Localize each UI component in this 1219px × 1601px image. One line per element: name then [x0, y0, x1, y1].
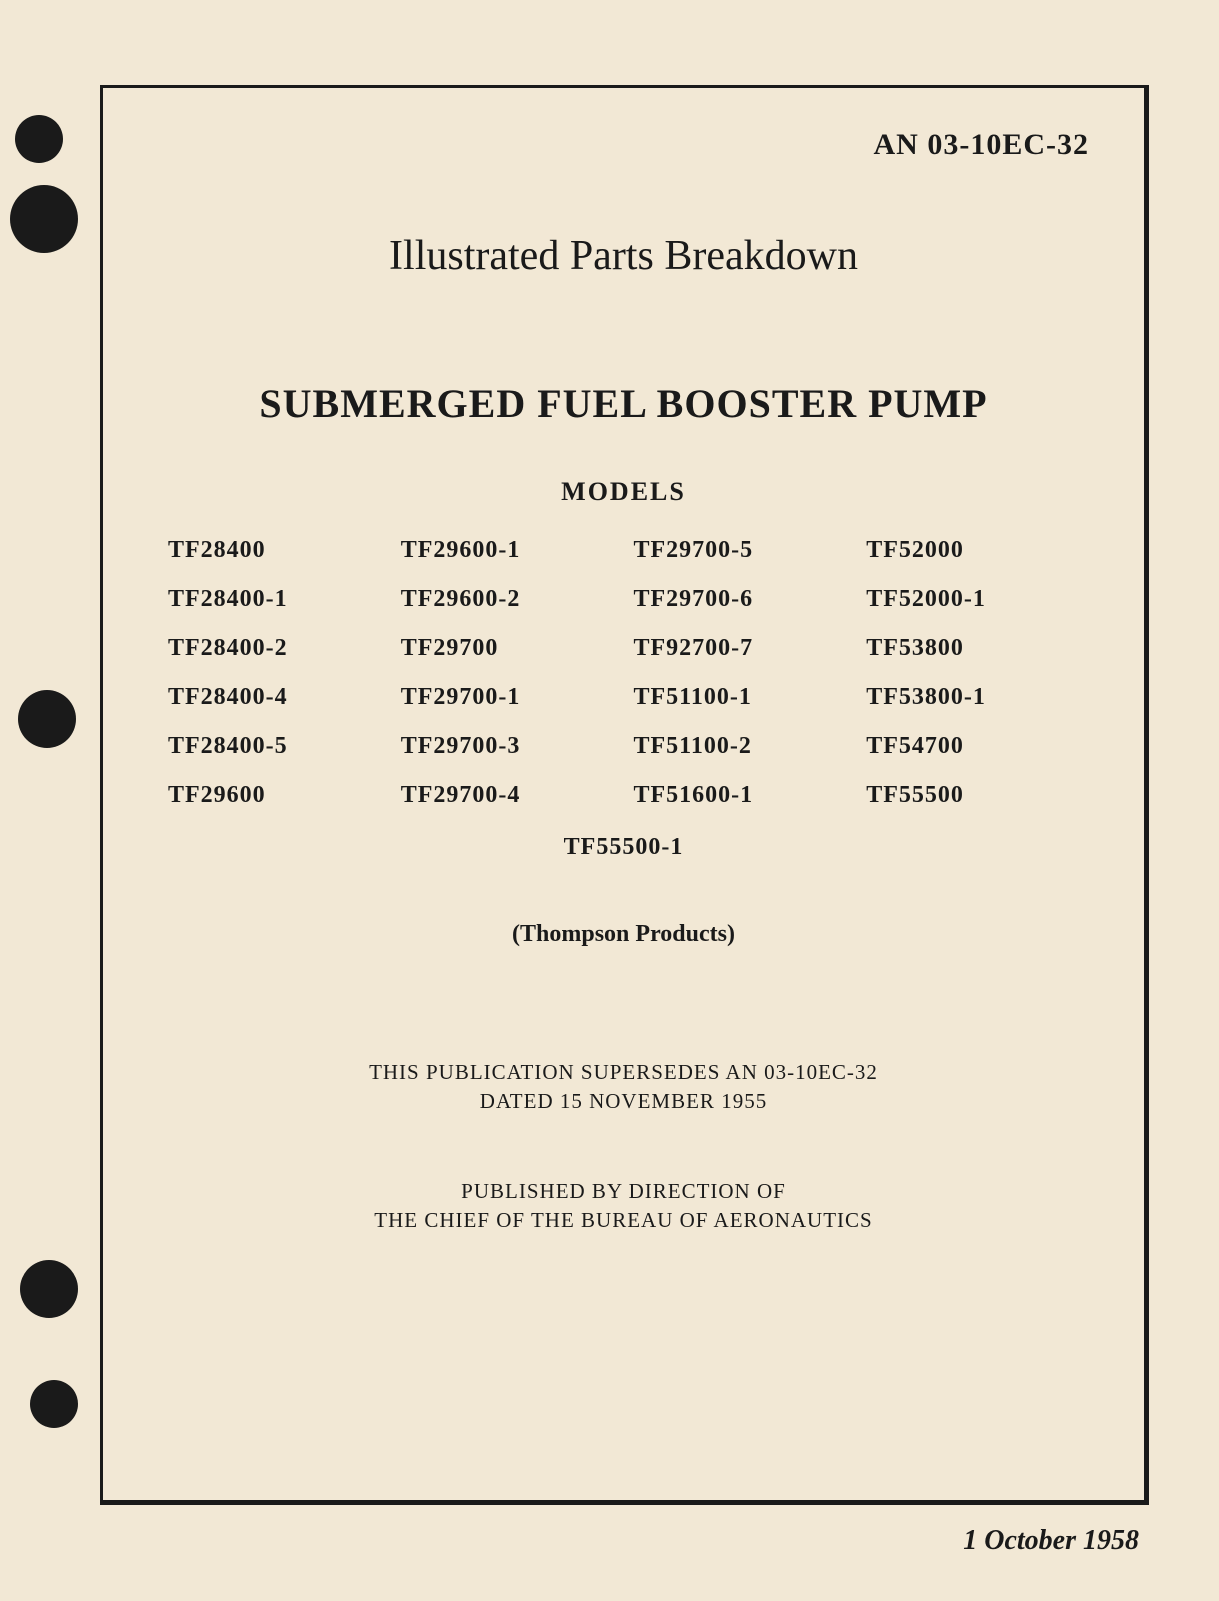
- models-heading: MODELS: [158, 477, 1089, 507]
- model-number: TF29700-6: [634, 586, 847, 613]
- model-number: TF51100-2: [634, 733, 847, 760]
- model-number: TF51100-1: [634, 684, 847, 711]
- manufacturer: (Thompson Products): [158, 921, 1089, 948]
- model-number: TF29600: [168, 782, 381, 809]
- model-number: TF28400-5: [168, 733, 381, 760]
- model-number: TF52000: [866, 537, 1079, 564]
- model-number: TF28400-2: [168, 635, 381, 662]
- published-line: THE CHIEF OF THE BUREAU OF AERONAUTICS: [158, 1206, 1089, 1235]
- title-primary: Illustrated Parts Breakdown: [158, 232, 1089, 280]
- model-number: TF28400-4: [168, 684, 381, 711]
- punch-hole: [10, 185, 78, 253]
- model-number: TF29700-4: [401, 782, 614, 809]
- model-number: TF29600-1: [401, 537, 614, 564]
- model-number: TF29700-5: [634, 537, 847, 564]
- model-number: TF29700: [401, 635, 614, 662]
- published-notice: PUBLISHED BY DIRECTION OF THE CHIEF OF T…: [158, 1177, 1089, 1236]
- supersedes-notice: THIS PUBLICATION SUPERSEDES AN 03-10EC-3…: [158, 1058, 1089, 1117]
- model-number: TF51600-1: [634, 782, 847, 809]
- page-container: AN 03-10EC-32 Illustrated Parts Breakdow…: [0, 0, 1219, 1601]
- model-number: TF52000-1: [866, 586, 1079, 613]
- model-number: TF53800: [866, 635, 1079, 662]
- model-number-last: TF55500-1: [158, 834, 1089, 861]
- publication-date: 1 October 1958: [100, 1525, 1149, 1557]
- document-id: AN 03-10EC-32: [158, 128, 1089, 162]
- model-number: TF28400: [168, 537, 381, 564]
- model-number: TF29600-2: [401, 586, 614, 613]
- title-secondary: SUBMERGED FUEL BOOSTER PUMP: [158, 380, 1089, 427]
- published-line: PUBLISHED BY DIRECTION OF: [158, 1177, 1089, 1206]
- supersedes-line: THIS PUBLICATION SUPERSEDES AN 03-10EC-3…: [158, 1058, 1089, 1087]
- supersedes-line: DATED 15 NOVEMBER 1955: [158, 1087, 1089, 1116]
- content-border: AN 03-10EC-32 Illustrated Parts Breakdow…: [100, 85, 1149, 1505]
- punch-hole: [18, 690, 76, 748]
- punch-hole: [15, 115, 63, 163]
- model-number: TF54700: [866, 733, 1079, 760]
- punch-hole: [20, 1260, 78, 1318]
- model-number: TF92700-7: [634, 635, 847, 662]
- model-number: TF55500: [866, 782, 1079, 809]
- models-grid: TF28400 TF29600-1 TF29700-5 TF52000 TF28…: [158, 537, 1089, 809]
- model-number: TF28400-1: [168, 586, 381, 613]
- model-number: TF29700-1: [401, 684, 614, 711]
- model-number: TF53800-1: [866, 684, 1079, 711]
- model-number: TF29700-3: [401, 733, 614, 760]
- punch-hole: [30, 1380, 78, 1428]
